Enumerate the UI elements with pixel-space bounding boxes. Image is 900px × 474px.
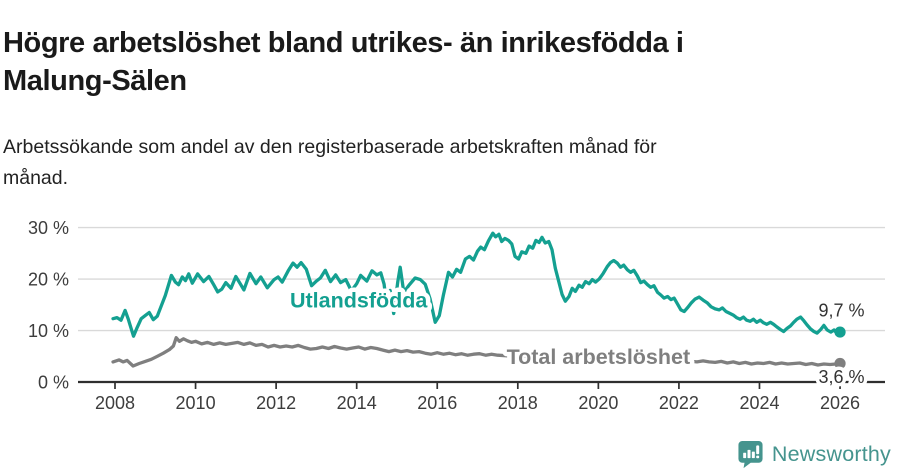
x-axis-tick-label: 2022: [659, 393, 699, 413]
title-line-1: Högre arbetslöshet bland utrikes- än inr…: [3, 27, 684, 60]
series-line: [111, 336, 842, 368]
x-axis-tick-label: 2012: [256, 393, 296, 413]
y-axis-tick-label: 0 %: [38, 373, 69, 393]
newsworthy-logo-icon: [737, 440, 764, 469]
page-title: Högre arbetslöshet bland utrikes- än inr…: [3, 24, 684, 100]
series-end-value-label: 3,6 %: [819, 367, 865, 387]
series-line: [111, 231, 842, 338]
series-inline-label: Utlandsfödda: [290, 289, 428, 313]
title-line-2: Malung-Sälen: [3, 65, 187, 98]
x-axis-tick-label: 2014: [337, 393, 377, 413]
x-axis-tick-label: 2010: [176, 393, 216, 413]
y-axis-tick-label: 10 %: [28, 321, 69, 341]
chart-subtitle: Arbetssökande som andel av den registerb…: [3, 132, 657, 194]
x-axis-tick-label: 2018: [498, 393, 538, 413]
series-inline-label: Total arbetslöshet: [507, 345, 691, 369]
x-axis-tick-label: 2026: [820, 393, 860, 413]
series-end-dot: [834, 357, 846, 370]
y-axis-tick-label: 30 %: [28, 218, 69, 238]
brand-name: Newsworthy: [771, 442, 891, 466]
series-end-dot: [834, 326, 846, 338]
y-axis-tick-label: 20 %: [28, 270, 69, 290]
x-axis-tick-label: 2008: [95, 393, 135, 413]
subtitle-line-1: Arbetssökande som andel av den registerb…: [3, 135, 657, 158]
series-end-value-label: 9,7 %: [819, 301, 865, 321]
x-axis-tick-label: 2016: [417, 393, 457, 413]
x-axis-tick-label: 2020: [578, 393, 618, 413]
brand-footer[interactable]: Newsworthy: [737, 440, 891, 469]
subtitle-line-2: månad.: [3, 166, 69, 189]
x-axis-tick-label: 2024: [739, 393, 779, 413]
